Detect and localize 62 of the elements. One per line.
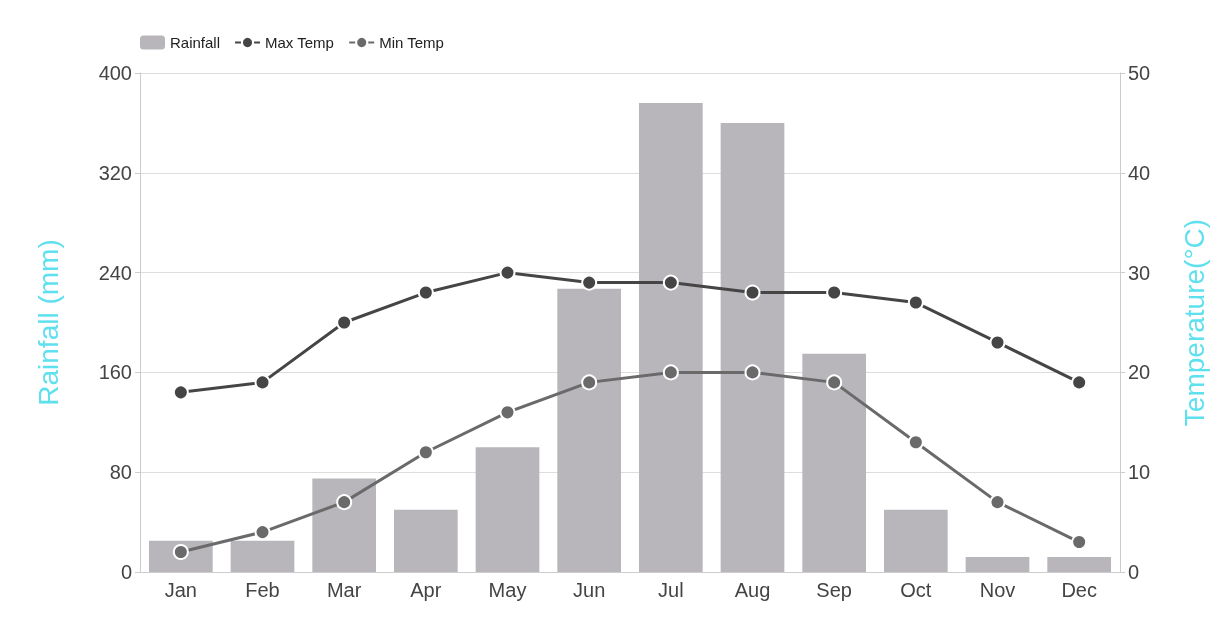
bar [475,447,540,572]
point [826,284,843,301]
point [417,284,434,301]
point [254,374,271,391]
bar [802,353,867,572]
point [499,264,516,281]
y-tick-label: 0 [120,561,132,583]
bar [312,478,377,572]
y2-tick-label: 30 [1128,261,1151,284]
point [581,274,598,291]
legend-label: Rainfall [170,34,221,51]
y2-tick-label: 20 [1128,361,1151,384]
point [499,404,516,421]
bar [557,288,622,572]
legend-label: Min Temp [379,34,444,51]
x-tick-label: Aug [734,579,771,601]
point [907,294,924,311]
bar [393,509,458,572]
y2-tick-label: 40 [1128,161,1151,184]
y-tick-label: 80 [109,461,132,484]
y2-tick-label: 10 [1128,461,1151,484]
x-tick-label: Jun [573,579,606,601]
point [989,334,1006,351]
bar [720,122,785,572]
y2-axis-title: Temperature(°C) [1178,218,1210,427]
bar [1047,557,1112,572]
bar [965,557,1030,572]
x-tick-label: Jan [164,579,197,601]
x-tick-label: Dec [1061,579,1097,601]
point [662,274,679,291]
y2-tick-label: 0 [1128,561,1140,583]
point [581,374,598,391]
bar [230,540,295,572]
x-tick-label: Oct [900,579,932,601]
x-tick-label: Sep [816,579,852,601]
x-tick-label: Jul [658,579,684,601]
point [1071,374,1088,391]
y-tick-label: 240 [98,261,132,284]
x-tick-label: Feb [245,579,280,601]
x-tick-label: Mar [326,579,362,601]
point [907,434,924,451]
point [417,444,434,461]
y2-tick-label: 50 [1128,62,1151,84]
bar [638,102,703,572]
y-tick-label: 160 [98,361,132,384]
point [336,314,353,331]
point [989,494,1006,511]
point [662,364,679,381]
x-tick-label: Nov [979,579,1016,601]
point [744,284,761,301]
point [336,494,353,511]
bar [883,509,948,572]
y-tick-label: 400 [98,62,132,84]
legend-label: Max Temp [265,34,334,51]
x-tick-label: Apr [410,579,442,601]
point [744,364,761,381]
point [826,374,843,391]
point [172,384,189,401]
x-tick-label: May [488,579,527,601]
point [254,524,271,541]
y-tick-label: 320 [98,161,132,184]
y-axis-title: Rainfall (mm) [32,239,64,406]
